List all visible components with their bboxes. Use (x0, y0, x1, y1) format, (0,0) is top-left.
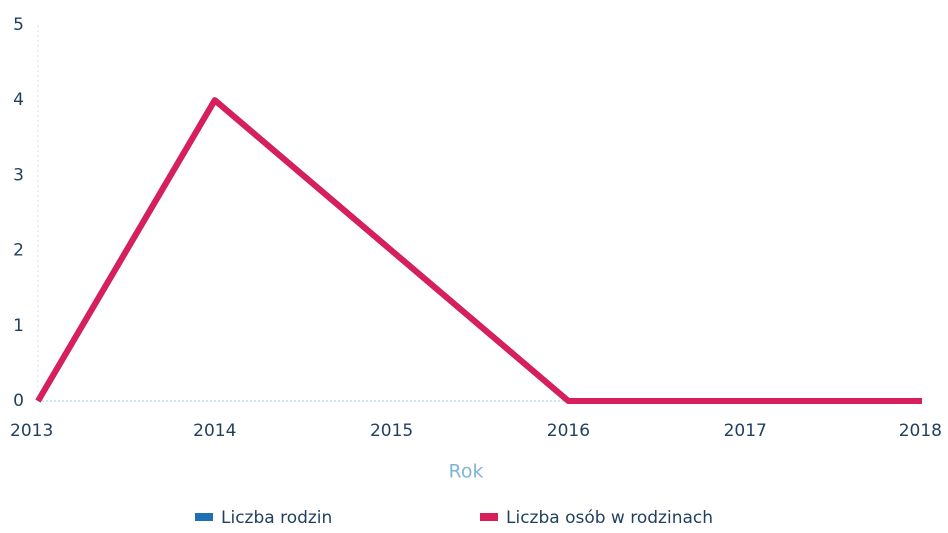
x-tick-label: 2013 (10, 421, 53, 441)
x-tick-label: 2015 (370, 421, 413, 441)
legend-label: Liczba osób w rodzinach (506, 508, 713, 528)
x-tick-label: 2014 (193, 421, 236, 441)
y-tick-label: 5 (13, 15, 24, 35)
series-line (35, 97, 922, 404)
y-tick-label: 0 (13, 391, 24, 411)
x-tick-label: 2018 (899, 421, 942, 441)
x-axis-label: Rok (449, 461, 484, 483)
x-tick-label: 2016 (547, 421, 590, 441)
y-tick-label: 1 (13, 316, 24, 336)
legend-label: Liczba rodzin (221, 508, 332, 528)
legend-swatch (195, 513, 213, 521)
y-tick-label: 3 (13, 165, 24, 185)
series-line (35, 97, 922, 404)
legend-swatch (480, 513, 498, 521)
x-tick-label: 2017 (724, 421, 767, 441)
y-tick-label: 4 (13, 90, 24, 110)
y-tick-label: 2 (13, 241, 24, 261)
